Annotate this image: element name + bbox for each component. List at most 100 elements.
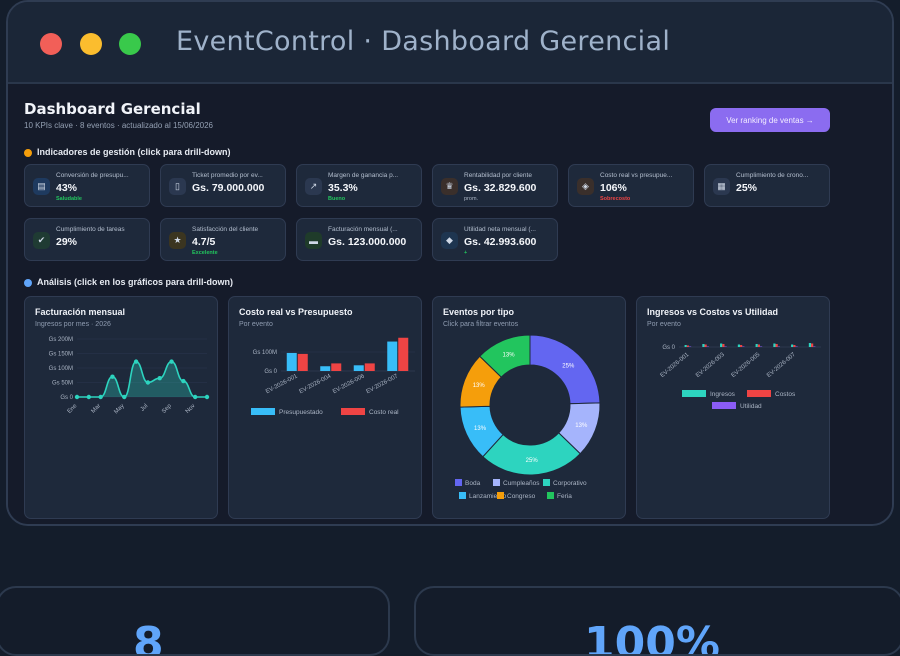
bar[interactable] [702,344,705,347]
kpi-card[interactable]: ▦ Cumplimiento de crono... 25% [704,164,830,207]
bar[interactable] [722,344,725,347]
data-point[interactable] [181,378,186,384]
donut-chart[interactable]: 25% 13% 25% 13% 13% 13% Boda Cumpleaños Corporat… [433,297,626,519]
bar[interactable] [387,341,398,371]
kpi-label: Satisfacción del cliente [192,226,259,233]
x-tick-label: Jul [140,403,150,413]
area-chart[interactable]: Gs 200M Gs 150M Gs 100M Gs 50M Gs 0 Ene Mar May… [25,297,218,519]
bar[interactable] [793,345,796,347]
bar[interactable] [808,343,812,347]
bar[interactable] [364,363,375,371]
chart-panel-eventos[interactable]: Eventos por tipo Click para filtrar even… [432,296,626,519]
slice-label: 13% [474,426,487,432]
kpi-card[interactable]: ◈ Costo real vs presupue... 106% Sobrecosto [568,164,694,207]
bar[interactable] [688,346,692,348]
chart-panel-ingresos[interactable]: Ingresos vs Costos vs Utilidad Por event… [636,296,830,519]
legend-swatch [747,390,771,397]
data-point[interactable] [122,394,127,400]
y-tick-label: Gs 0 [662,345,675,351]
bar[interactable] [720,343,723,348]
kpi-value: 29% [56,236,78,248]
kpi-status: + [464,250,468,256]
x-tick-label: May [113,403,125,415]
bar[interactable] [811,343,814,348]
bar[interactable] [791,344,794,348]
bar[interactable] [773,343,776,348]
grouped-bar-chart[interactable]: Gs 0EV-2026-001 EV-2026-003 EV-2026-005 EV-… [637,297,830,519]
cash-icon: ▬ [305,232,322,249]
data-point[interactable] [98,394,103,400]
bar[interactable] [795,346,798,348]
y-tick-label: Gs 0 [60,395,73,401]
data-point[interactable] [145,380,151,385]
kpi-label: Cumplimiento de crono... [736,172,809,179]
bar[interactable] [777,346,780,348]
chart-title: Costo real vs Presupuesto [239,307,353,317]
bar[interactable] [684,345,687,347]
chart-icon: ▤ [33,178,50,195]
kpi-card[interactable]: ↗ Margen de ganancia p... 35.3% Bueno [296,164,422,207]
bar[interactable] [706,346,709,348]
slice-label: 13% [575,423,588,429]
star-icon: ★ [169,232,186,249]
kpi-label: Costo real vs presupue... [600,172,673,179]
kpi-card[interactable]: ▯ Ticket promedio por ev... Gs. 79.000.000 [160,164,286,207]
bar[interactable] [813,346,816,348]
donut-slice[interactable] [479,334,531,378]
kpi-card[interactable]: ★ Satisfacción del cliente 4.7/5 Excelente [160,218,286,261]
bar[interactable] [740,345,743,347]
data-point[interactable] [204,394,210,400]
bar[interactable] [297,353,308,371]
data-point[interactable] [192,394,198,400]
bar[interactable] [704,344,707,348]
chart-panel-facturacion[interactable]: Facturación mensual Ingresos por mes · 2… [24,296,218,519]
data-point[interactable] [157,375,162,381]
kpi-card[interactable]: ◆ Utilidad neta mensual (... Gs. 42.993.60… [432,218,558,261]
data-point[interactable] [110,374,115,379]
bar[interactable] [398,337,409,371]
kpi-section-heading: Indicadores de gestión (click para drill… [24,147,231,157]
bar[interactable] [742,346,745,348]
chart-title: Eventos por tipo [443,307,515,317]
slice-label: 13% [473,383,486,389]
bar[interactable] [686,345,689,348]
bar[interactable] [353,365,364,371]
trend-icon: ↗ [305,178,322,195]
legend-swatch [497,492,504,499]
bar[interactable] [320,366,331,371]
data-point[interactable] [74,394,80,400]
chart-panel-costo[interactable]: Costo real vs Presupuesto Por evento Gs … [228,296,422,519]
data-point[interactable] [169,359,174,364]
ranking-button[interactable]: Ver ranking de ventas → [710,108,830,132]
data-point[interactable] [133,359,139,364]
legend-swatch [682,390,706,397]
kpi-value: Gs. 42.993.600 [464,236,537,248]
maximize-window-button[interactable] [119,33,141,55]
kpi-value: 25% [736,182,758,194]
dashboard-content: Dashboard Gerencial 10 KPIs clave · 8 ev… [8,84,892,524]
bar[interactable] [755,344,758,347]
bar[interactable] [775,344,778,347]
bar[interactable] [286,352,297,371]
kpi-card[interactable]: ▬ Facturación mensual (... Gs. 123.000.000 [296,218,422,261]
kpi-card[interactable]: ▤ Conversión de presupu... 43% Saludable [24,164,150,207]
bar[interactable] [757,344,760,348]
data-point[interactable] [86,394,92,400]
bar[interactable] [331,363,342,371]
kpi-status: Excelente [192,250,218,256]
window-title: EventControl · Dashboard Gerencial [176,26,671,57]
y-tick-label: Gs 200M [49,337,73,343]
minimize-window-button[interactable] [80,33,102,55]
x-tick-label: EV-2026-007 [365,373,399,395]
chart-title: Facturación mensual [35,307,126,317]
bar[interactable] [724,346,727,348]
legend-label: Costos [775,391,796,398]
kpi-card[interactable]: ✔ Cumplimiento de tareas 29% [24,218,150,261]
bar[interactable] [737,344,741,348]
bar[interactable] [759,346,763,348]
close-window-button[interactable] [40,33,62,55]
y-tick-label: Gs 100M [49,366,73,372]
stat-value: 100% [584,618,720,656]
kpi-card[interactable]: ♛ Rentabilidad por cliente Gs. 32.829.600 p… [432,164,558,207]
